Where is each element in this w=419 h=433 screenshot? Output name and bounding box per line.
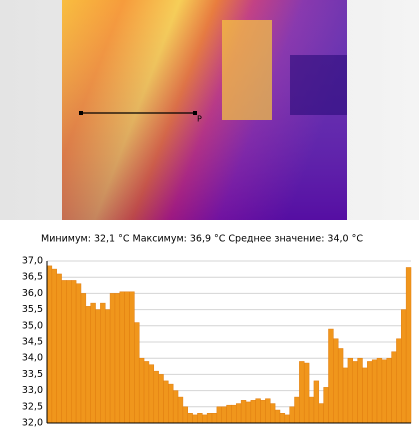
bar: [236, 403, 242, 424]
bar: [109, 293, 116, 424]
bar: [158, 374, 164, 424]
y-tick-label: 35,5: [22, 304, 43, 315]
bar: [153, 370, 159, 424]
bar: [279, 413, 286, 424]
bar: [352, 361, 358, 424]
bar: [289, 406, 295, 424]
bar: [226, 404, 232, 424]
bar: [313, 380, 320, 424]
y-tick-label: 34,5: [22, 337, 43, 348]
bar: [216, 406, 222, 424]
bar: [396, 338, 402, 424]
stats-text: Минимум: 32,1 °C Максимум: 36,9 °C Средн…: [41, 234, 363, 245]
bar: [386, 357, 392, 424]
plot: 32,0 32,5 33,0 33,5 34,0 34,5 35,0 35,5 36,0 36,5…: [22, 256, 412, 429]
bar: [255, 398, 261, 424]
bar: [221, 406, 227, 424]
bar: [172, 390, 179, 424]
bar: [245, 401, 252, 424]
thermal-dark-area: [290, 55, 347, 115]
bar: [376, 357, 383, 424]
bar: [119, 291, 125, 424]
bar: [270, 403, 276, 424]
bar: [260, 400, 266, 424]
bar: [231, 404, 237, 424]
y-tick-label: 36,0: [22, 288, 43, 299]
profile-end: [193, 111, 197, 115]
bar: [250, 400, 256, 424]
bar: [138, 357, 145, 424]
bar: [362, 367, 368, 424]
y-tick-label: 37,0: [22, 256, 43, 267]
bar: [61, 280, 67, 424]
profile-start: [79, 111, 83, 115]
profile-label: P: [197, 115, 202, 124]
y-tick-label: 32,0: [22, 418, 43, 429]
bar: [318, 403, 324, 424]
bar: [381, 359, 387, 424]
bar: [143, 361, 150, 424]
bar: [100, 302, 106, 424]
y-tick-label: 32,5: [22, 401, 43, 412]
bar: [401, 309, 407, 424]
y-tick-label: 34,0: [22, 353, 43, 364]
bar: [303, 362, 310, 424]
y-tick-label: 35,0: [22, 320, 43, 331]
y-tick-label: 33,5: [22, 369, 43, 380]
bar: [163, 380, 169, 424]
bar: [294, 396, 300, 424]
bar: [342, 367, 349, 424]
bar: [56, 273, 62, 424]
bar: [240, 400, 247, 424]
bar: [206, 413, 213, 424]
bar: [71, 280, 77, 424]
y-tick-label: 36,5: [22, 272, 43, 283]
bar: [391, 351, 397, 424]
bar: [168, 383, 174, 424]
bar: [347, 357, 354, 424]
bar: [46, 265, 53, 424]
bar: [284, 414, 290, 424]
bar: [124, 291, 130, 424]
bar: [323, 387, 329, 424]
bar: [274, 409, 281, 424]
bar: [95, 309, 101, 424]
bar: [114, 293, 121, 424]
bar: [337, 348, 344, 424]
bar: [75, 283, 82, 424]
bar: [51, 268, 57, 424]
bar: [328, 328, 334, 424]
bar: [367, 361, 373, 424]
bar: [90, 302, 96, 424]
bar: [148, 364, 155, 424]
bar: [134, 322, 140, 424]
bar: [371, 359, 378, 424]
bar: [299, 361, 305, 424]
bar: [192, 414, 198, 424]
bar: [85, 306, 91, 424]
bar: [405, 267, 412, 424]
bar: [129, 291, 135, 424]
bar: [211, 413, 218, 424]
bar: [197, 413, 203, 424]
bar: [104, 309, 111, 424]
thermal-window: [222, 20, 272, 120]
bar: [308, 396, 315, 424]
bar: [333, 338, 339, 424]
bar: [357, 357, 363, 424]
bar: [66, 280, 72, 424]
bar: [177, 396, 184, 424]
bar: [80, 293, 87, 424]
bar: [182, 406, 188, 424]
bar: [202, 414, 208, 424]
bar: [265, 398, 271, 424]
bar: [187, 413, 193, 424]
y-tick-label: 33,0: [22, 385, 43, 396]
